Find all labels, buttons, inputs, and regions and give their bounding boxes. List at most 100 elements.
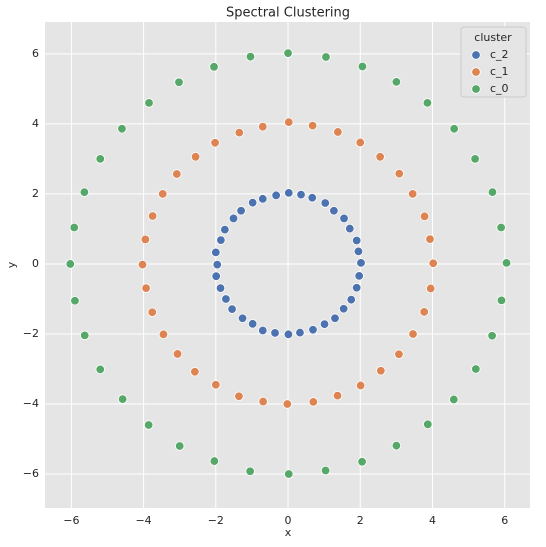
point bbox=[422, 98, 433, 108]
point bbox=[351, 235, 362, 246]
point bbox=[345, 223, 355, 234]
x-tick-label: 6 bbox=[501, 514, 508, 527]
point bbox=[141, 283, 151, 293]
point bbox=[428, 258, 438, 268]
chart-title: Spectral Clustering bbox=[226, 6, 350, 21]
point bbox=[501, 258, 512, 268]
point bbox=[221, 294, 231, 304]
point bbox=[245, 51, 256, 62]
point bbox=[65, 259, 75, 269]
point bbox=[449, 394, 459, 405]
point bbox=[407, 189, 418, 199]
point bbox=[283, 48, 293, 58]
point bbox=[339, 213, 349, 224]
point bbox=[209, 62, 219, 72]
point bbox=[143, 420, 154, 430]
point bbox=[228, 213, 239, 224]
point bbox=[174, 77, 184, 87]
point bbox=[425, 234, 435, 244]
point bbox=[308, 325, 318, 335]
point bbox=[295, 327, 305, 338]
legend-title: cluster bbox=[474, 31, 512, 44]
point bbox=[425, 283, 436, 294]
point bbox=[271, 190, 281, 201]
y-tick-label: 6 bbox=[32, 47, 39, 60]
point bbox=[147, 211, 158, 221]
point bbox=[215, 283, 226, 293]
point bbox=[69, 222, 79, 233]
point bbox=[258, 325, 268, 336]
point bbox=[247, 197, 258, 208]
point bbox=[211, 271, 221, 281]
legend-box bbox=[460, 26, 527, 98]
point bbox=[245, 466, 255, 476]
point bbox=[338, 304, 349, 314]
point bbox=[419, 211, 430, 222]
point bbox=[353, 246, 364, 257]
point bbox=[351, 283, 362, 293]
point bbox=[356, 258, 366, 268]
point bbox=[487, 331, 497, 341]
point bbox=[329, 206, 339, 216]
point bbox=[137, 259, 148, 270]
y-tick-label: −4 bbox=[23, 397, 39, 410]
point bbox=[158, 329, 169, 340]
point bbox=[330, 313, 340, 323]
point bbox=[216, 235, 226, 245]
x-tick-label: −2 bbox=[208, 514, 224, 527]
point bbox=[144, 98, 154, 108]
point bbox=[220, 224, 230, 235]
point bbox=[234, 127, 244, 138]
legend-label: c_0 bbox=[490, 82, 509, 95]
point bbox=[95, 154, 105, 164]
point bbox=[227, 304, 237, 314]
plot-area bbox=[45, 22, 530, 508]
point bbox=[487, 187, 498, 197]
y-tick-label: −6 bbox=[23, 467, 39, 480]
y-tick-label: 4 bbox=[32, 117, 39, 130]
point bbox=[320, 198, 330, 208]
point bbox=[190, 367, 200, 377]
points bbox=[65, 48, 512, 479]
point bbox=[211, 380, 221, 390]
y-tick-label: 2 bbox=[32, 187, 39, 200]
point bbox=[320, 465, 331, 476]
point bbox=[283, 329, 294, 340]
point bbox=[357, 457, 367, 467]
point bbox=[471, 364, 481, 374]
point bbox=[79, 187, 90, 197]
point bbox=[449, 124, 459, 134]
x-tick-label: 4 bbox=[429, 514, 436, 527]
point bbox=[357, 61, 368, 72]
point bbox=[470, 154, 480, 164]
point bbox=[284, 469, 294, 479]
x-tick-label: 0 bbox=[285, 514, 292, 527]
point bbox=[284, 117, 294, 127]
legend: cluster c_2 c_1 c_0 bbox=[460, 26, 527, 98]
legend-label: c_1 bbox=[490, 65, 509, 78]
point bbox=[237, 313, 248, 323]
point bbox=[210, 138, 220, 148]
point bbox=[355, 380, 366, 391]
point bbox=[375, 152, 385, 162]
point bbox=[172, 169, 182, 179]
point bbox=[212, 259, 222, 270]
point bbox=[247, 319, 258, 329]
point bbox=[354, 271, 364, 281]
point bbox=[147, 307, 157, 317]
point bbox=[117, 124, 127, 134]
point bbox=[258, 194, 268, 204]
point bbox=[80, 330, 90, 341]
point bbox=[158, 189, 168, 199]
y-tick-label: −2 bbox=[23, 327, 39, 340]
point bbox=[307, 193, 317, 203]
point bbox=[172, 349, 183, 359]
point bbox=[282, 399, 293, 409]
point bbox=[346, 294, 356, 305]
legend-marker bbox=[471, 67, 481, 77]
point bbox=[333, 127, 343, 137]
point bbox=[117, 394, 128, 404]
point bbox=[355, 137, 365, 148]
point bbox=[70, 296, 80, 306]
